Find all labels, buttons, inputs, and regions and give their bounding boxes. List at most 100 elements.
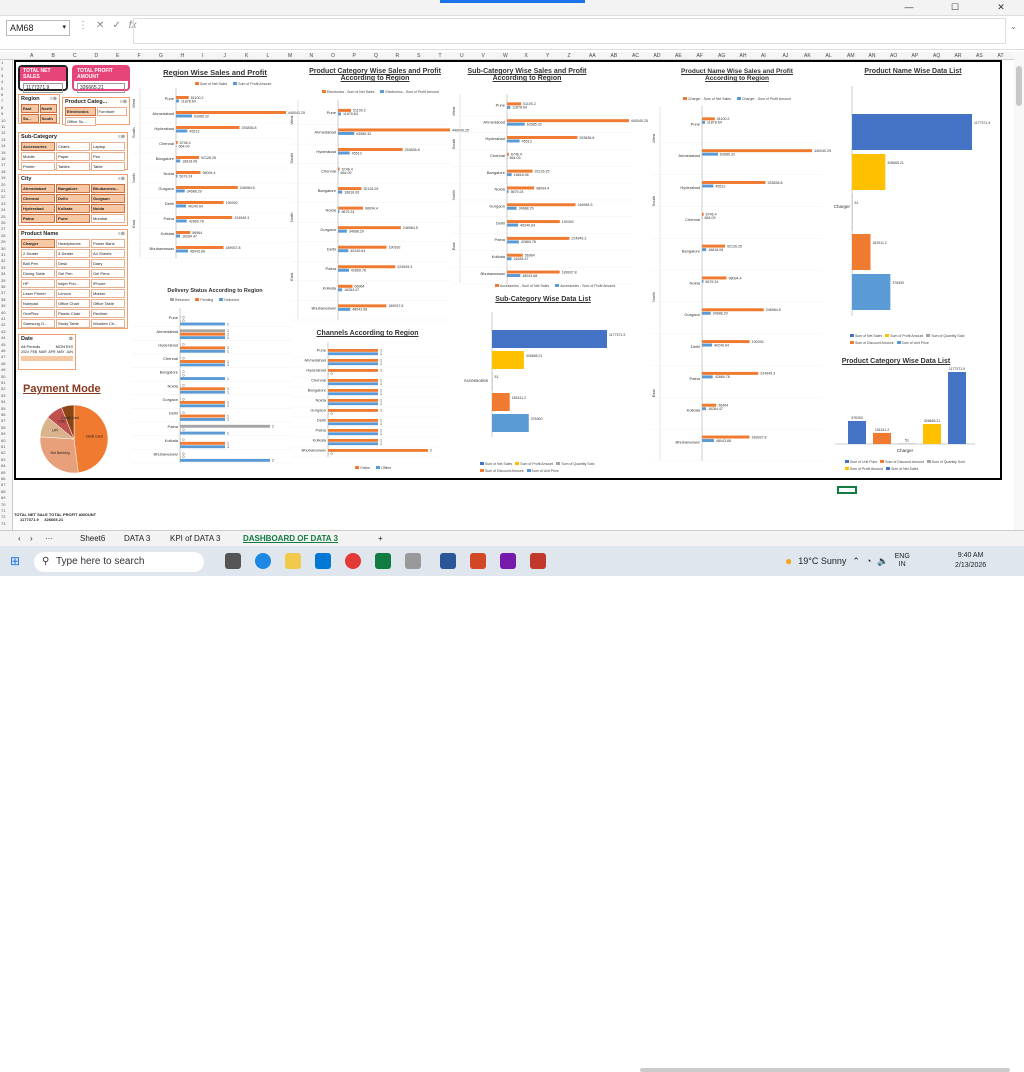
chevron-down-icon[interactable]: ▾ [62,24,66,31]
tab-kpi[interactable]: KPI of DATA 3 [170,534,221,543]
slicer-item[interactable]: Paper [56,152,90,161]
slicer-item[interactable]: 2-Seater [21,249,55,258]
slicer-item[interactable]: Furniture [96,107,127,116]
row-header[interactable]: 9 [1,111,4,117]
column-header[interactable]: A [30,53,34,59]
row-header[interactable]: 73 [1,520,6,526]
filter-icon[interactable]: ≡⊗ [117,231,125,237]
column-header[interactable]: AP [911,53,919,59]
row-header[interactable]: 52 [1,386,6,392]
slicer-item[interactable]: So... [21,114,39,123]
row-header[interactable]: 23 [1,200,6,206]
column-header[interactable]: AN [868,53,876,59]
slicer-item[interactable]: Mobile [21,152,55,161]
column-header[interactable]: J [223,53,227,59]
timeline-month[interactable]: MAR [38,350,47,354]
column-header[interactable]: C [73,53,77,59]
row-header[interactable]: 41 [1,316,6,321]
add-sheet-button[interactable]: + [378,534,383,543]
row-header[interactable]: 51 [1,380,6,385]
tab-dashboard[interactable]: DASHBOARD OF DATA 3 [243,534,338,543]
slicer-item[interactable]: Gel Pens [91,269,125,278]
formula-input[interactable] [133,18,1006,44]
column-header[interactable]: E [116,53,120,59]
more-icon[interactable]: ⋮ [78,20,88,31]
scroll-thumb[interactable] [1016,66,1022,106]
column-header[interactable]: AD [653,53,661,59]
column-header[interactable]: S [417,53,421,59]
row-header[interactable]: 72 [1,514,6,520]
row-header[interactable]: 19 [1,175,6,181]
column-header[interactable]: U [460,53,464,59]
weather-text[interactable]: 19°C Sunny [798,556,847,566]
slicer-item[interactable]: Patna [21,214,55,223]
taskbar-search[interactable]: ⚲ Type here to search [34,552,204,572]
column-header[interactable]: AR [954,53,962,59]
maximize-button[interactable]: ☐ [950,2,960,12]
column-header[interactable]: AQ [933,53,941,59]
column-header[interactable]: P [352,53,356,59]
row-header[interactable]: 12 [1,130,6,136]
slicer-item[interactable]: Wooden Ch... [91,319,125,328]
slicer-item[interactable]: Gel Pen [56,269,90,278]
slicer-item[interactable]: Tables [56,162,90,171]
row-header[interactable]: 35 [1,277,6,283]
row-header[interactable]: 49 [1,367,6,373]
column-header[interactable]: W [503,53,508,59]
column-header[interactable]: Q [374,53,378,59]
row-header[interactable]: 44 [1,335,6,341]
slicer-item[interactable]: Pune [56,214,90,223]
row-header[interactable]: 54 [1,399,6,405]
slicer-item[interactable]: Delhi [56,194,90,203]
column-header[interactable]: AJ [782,53,789,59]
word-icon[interactable] [440,553,456,569]
column-header[interactable]: V [481,53,485,59]
slicer-item[interactable]: East [21,104,39,113]
column-header[interactable]: AG [718,53,726,59]
slicer-item[interactable]: A4 Sheets [91,249,125,258]
column-header[interactable]: M [288,53,293,59]
slicer-item[interactable]: Table [91,162,125,171]
row-header[interactable]: 40 [1,309,6,315]
slicer-item[interactable]: Lenovo [56,289,90,298]
slicer-item[interactable]: Electronics [65,107,96,116]
row-header[interactable]: 61 [1,444,6,449]
row-header[interactable]: 39 [1,303,6,309]
filter-icon[interactable]: ≡⊗ [49,96,57,102]
row-header[interactable]: 53 [1,392,6,398]
row-header[interactable]: 67 [1,482,6,488]
row-header[interactable]: 42 [1,322,6,328]
slicer-item[interactable]: Ball Pen [21,259,55,268]
selected-cell[interactable] [837,486,857,494]
powerpoint-icon[interactable] [470,553,486,569]
filter-icon[interactable]: ≡⊗ [117,176,125,182]
slicer-item[interactable]: Inkjet Prin... [56,279,90,288]
row-header[interactable]: 63 [1,456,6,462]
slicer-item[interactable]: Bangalore [56,184,90,193]
column-header[interactable]: T [438,53,442,59]
column-header[interactable]: AO [890,53,898,59]
slicer-item[interactable]: Office Su... [65,117,96,126]
vertical-scrollbar[interactable] [1014,52,1024,530]
column-header[interactable]: AH [739,53,747,59]
row-header[interactable]: 36 [1,284,6,289]
column-header[interactable]: O [331,53,335,59]
row-header[interactable]: 32 [1,258,6,264]
column-header[interactable]: AM [847,53,855,59]
row-header[interactable]: 37 [1,290,6,296]
clock[interactable]: 9:40 AM 2/13/2026 [955,551,986,571]
row-header[interactable]: 47 [1,354,6,360]
row-header[interactable]: 26 [1,220,6,225]
slicer-item[interactable]: Notepad [21,299,55,308]
row-header[interactable]: 33 [1,264,6,270]
slicer-item[interactable]: Study Table [56,319,90,328]
row-header[interactable]: 17 [1,162,6,168]
row-header[interactable]: 55 [1,405,6,411]
row-header[interactable]: 50 [1,373,6,379]
row-header[interactable]: 56 [1,412,6,417]
row-header[interactable]: 60 [1,437,6,443]
timeline-bar[interactable] [21,356,73,361]
row-header[interactable]: 34 [1,271,6,277]
column-header[interactable]: N [309,53,314,59]
cancel-icon[interactable]: ✕ [96,20,105,31]
